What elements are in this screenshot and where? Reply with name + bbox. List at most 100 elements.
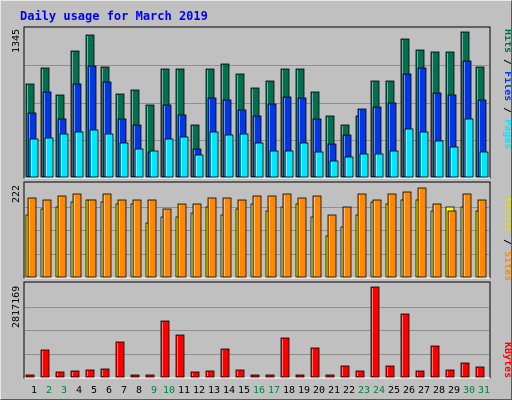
sites-bar-day-19 (297, 197, 307, 278)
kbytes-bar-day-14 (220, 348, 230, 378)
kbytes-panel: 2817169 KBytes (11, 281, 512, 379)
sites-bar-day-28 (432, 203, 442, 278)
kbytes-bar-day-29 (445, 369, 455, 378)
hits-panel-legend: Hits / Files / Pages (502, 29, 512, 149)
hits-panel: 1345 Hits / Files / Pages (11, 26, 512, 179)
sites-bar-day-12 (192, 203, 202, 278)
kbytes-bar-day-12 (190, 371, 200, 378)
kbytes-bar-day-13 (205, 370, 215, 378)
day-label-19: 19 (298, 385, 310, 396)
sites-bar-day-8 (132, 199, 142, 278)
day-label-7: 7 (121, 385, 127, 396)
hits-panel-max-label: 1345 (11, 29, 22, 53)
sites-bar-day-22 (342, 206, 352, 278)
day-label-11: 11 (178, 385, 190, 396)
sites-bar-day-15 (237, 199, 247, 278)
chart-title: Daily usage for March 2019 (20, 9, 208, 23)
day-label-28: 28 (433, 385, 445, 396)
kbytes-bar-day-19 (295, 374, 305, 378)
kbytes-bar-day-6 (100, 368, 110, 378)
legend-pages: Pages (502, 119, 511, 149)
pages-bar-day-15 (239, 133, 249, 178)
legend-separator: / (502, 59, 511, 71)
day-label-10: 10 (163, 385, 175, 396)
kbytes-panel-legend: KBytes (502, 342, 512, 378)
pages-bar-day-1 (29, 138, 39, 178)
svg-text:Hits / F: Hits / Files / Pages (502, 29, 511, 149)
sites-bar-day-14 (222, 197, 232, 278)
legend-sites: Sites (502, 251, 511, 281)
pages-bar-day-13 (209, 131, 219, 178)
kbytes-bar-day-15 (235, 369, 245, 378)
kbytes-bar-day-11 (175, 334, 185, 378)
pages-bar-day-8 (134, 148, 144, 178)
sites-bar-day-3 (57, 195, 67, 278)
day-label-29: 29 (448, 385, 460, 396)
day-label-3: 3 (61, 385, 67, 396)
pages-bar-day-2 (44, 137, 54, 178)
pages-bar-day-26 (404, 128, 414, 178)
kbytes-bar-day-4 (70, 370, 80, 378)
pages-bar-day-28 (434, 140, 444, 178)
sites-panel-max-label: 222 (11, 185, 22, 203)
kbytes-bar-day-9 (145, 374, 155, 378)
day-label-12: 12 (193, 385, 205, 396)
kbytes-bar-day-22 (340, 365, 350, 378)
kbytes-bar-day-20 (310, 347, 320, 378)
pages-bar-day-3 (59, 133, 69, 178)
pages-bar-day-6 (104, 133, 114, 178)
sites-bar-day-27 (417, 187, 427, 278)
day-label-5: 5 (91, 385, 97, 396)
pages-bar-day-22 (344, 156, 354, 178)
pages-bar-day-5 (89, 129, 99, 178)
kbytes-bar-day-24 (370, 286, 380, 378)
day-label-21: 21 (328, 385, 340, 396)
day-label-13: 13 (208, 385, 220, 396)
day-label-30: 30 (463, 385, 475, 396)
pages-bar-day-21 (329, 160, 339, 178)
pages-bar-day-12 (194, 154, 204, 178)
day-label-1: 1 (31, 385, 37, 396)
sites-bar-day-6 (102, 193, 112, 278)
kbytes-panel-max-label: 2817169 (11, 286, 22, 328)
legend-separator: / (502, 239, 511, 251)
kbytes-panel-gridlines (25, 307, 489, 355)
day-label-27: 27 (418, 385, 430, 396)
kbytes-panel-bars (25, 286, 485, 378)
sites-bar-day-26 (402, 191, 412, 278)
kbytes-bar-day-5 (85, 369, 95, 378)
kbytes-bar-day-27 (415, 370, 425, 378)
hits-panel-bars (25, 31, 489, 178)
sites-bar-day-4 (72, 193, 82, 278)
kbytes-bar-day-17 (265, 374, 275, 378)
kbytes-bar-day-8 (130, 374, 140, 378)
sites-bar-day-17 (267, 195, 277, 278)
day-label-17: 17 (268, 385, 280, 396)
day-label-23: 23 (358, 385, 370, 396)
kbytes-bar-day-7 (115, 341, 125, 378)
sites-bar-day-21 (327, 214, 337, 278)
pages-bar-day-27 (419, 131, 429, 178)
sites-bar-day-13 (207, 197, 217, 278)
day-label-6: 6 (106, 385, 112, 396)
pages-bar-day-18 (284, 150, 294, 178)
sites-bar-day-11 (177, 203, 187, 278)
kbytes-bar-day-3 (55, 371, 65, 378)
kbytes-bar-day-2 (40, 349, 50, 378)
pages-bar-day-30 (464, 118, 474, 178)
kbytes-bar-day-28 (430, 345, 440, 378)
kbytes-bar-day-16 (250, 374, 260, 378)
day-label-26: 26 (403, 385, 415, 396)
sites-panel-legend: Visits / Sites (502, 197, 512, 281)
sites-bar-day-16 (252, 195, 262, 278)
kbytes-bar-day-26 (400, 313, 410, 378)
kbytes-bar-day-1 (25, 374, 35, 378)
svg-text:Visits /: Visits / Sites (502, 197, 511, 281)
sites-bar-day-18 (282, 193, 292, 278)
day-label-2: 2 (46, 385, 52, 396)
sites-bar-day-24 (372, 199, 382, 278)
pages-bar-day-20 (314, 151, 324, 178)
sites-bar-day-31 (477, 199, 487, 278)
